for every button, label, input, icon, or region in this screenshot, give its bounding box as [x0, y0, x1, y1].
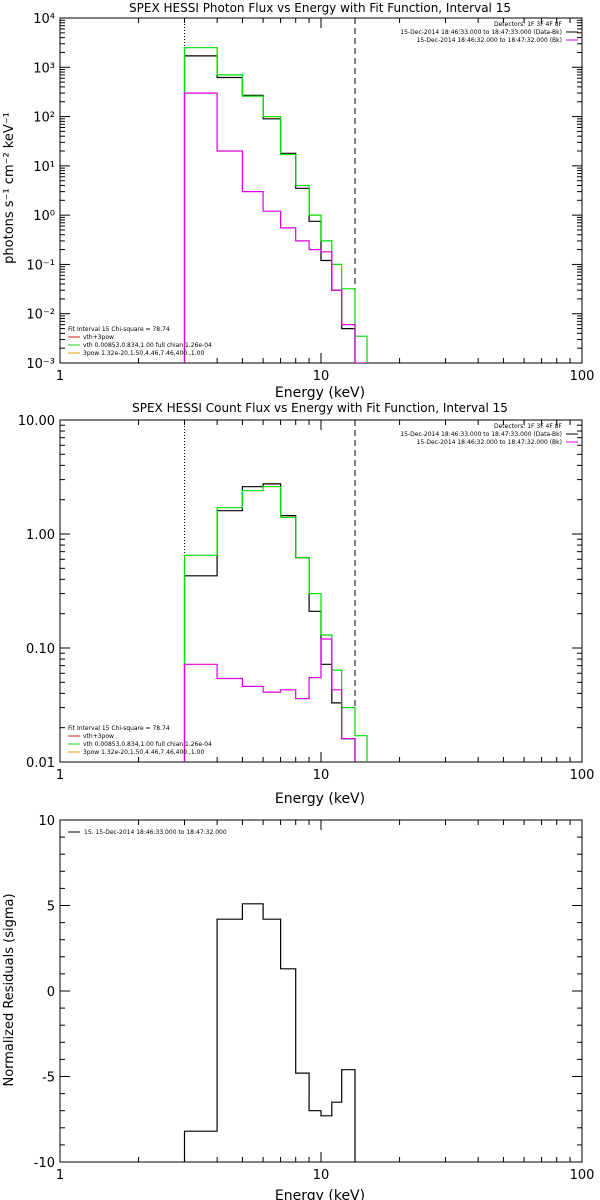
legend-left-entry: 3pow 1.32e-20,1.50,4.46,7.46,400.,1.00 [83, 749, 204, 756]
y-tick-label: 0.01 [26, 756, 55, 771]
legend-right-entry: Detectors: 1F 3F 4F 8F [494, 423, 563, 430]
y-axis-label: photons s⁻¹ cm⁻² keV⁻¹ [2, 112, 17, 264]
legend-left-entry: vth+3pow [83, 733, 114, 740]
legend-left-entry: Fit Interval 15 Chi-square = 78.74 [68, 326, 170, 333]
legend-right-entry: 15-Dec-2014 18:46:32.000 to 18:47:32.000… [417, 37, 562, 44]
x-tick-label: 100 [570, 1168, 595, 1183]
legend-top-entry: 15. 15-Dec-2014 18:46:33.000 to 18:47:32… [84, 829, 227, 836]
legend-left-entry: Fit Interval 15 Chi-square = 78.74 [68, 725, 170, 732]
legend-left-entry: vth 0.00853,0.834,1.00 full chian 1.26e-… [83, 342, 212, 349]
series-2-step-line [183, 638, 356, 762]
y-tick-label: 10³ [33, 61, 55, 76]
legend-left-entry: 3pow 1.32e-20,1.50,4.46,7.46,400.,1.00 [83, 350, 204, 357]
x-tick-label: 10 [313, 1168, 330, 1183]
y-tick-label: -10 [34, 1156, 55, 1171]
series-1-step-line [183, 486, 368, 762]
y-tick-label: 1.00 [26, 528, 55, 543]
y-tick-label: 10.00 [18, 414, 55, 429]
y-axis-label: Normalized Residuals (sigma) [2, 893, 17, 1086]
series-2-step-line [183, 92, 368, 363]
y-tick-label: 10¹ [33, 160, 55, 175]
x-tick-label: 10 [313, 768, 330, 783]
series-0-step-line [183, 903, 356, 1162]
x-tick-label: 1 [56, 369, 64, 384]
legend-right-entry: 15-Dec-2014 18:46:33.000 to 18:47:33.000… [400, 29, 562, 36]
y-tick-label: 10⁰ [33, 209, 55, 224]
x-axis-label: Energy (keV) [275, 1188, 365, 1200]
panel-title: SPEX HESSI Photon Flux vs Energy with Fi… [129, 1, 511, 15]
x-tick-label: 100 [570, 369, 595, 384]
legend-left-entry: vth+3pow [83, 334, 114, 341]
y-tick-label: 0 [47, 985, 55, 1000]
legend-right-entry: 15-Dec-2014 18:46:33.000 to 18:47:33.000… [400, 431, 562, 438]
x-tick-label: 1 [56, 768, 64, 783]
x-axis-label: Energy (keV) [275, 385, 365, 401]
legend-right-entry: Detectors: 1F 3F 4F 8F [494, 21, 563, 28]
y-tick-label: 10² [33, 111, 55, 126]
y-tick-label: -5 [42, 1071, 55, 1086]
y-tick-label: 10⁻¹ [26, 258, 55, 273]
photon-flux-panel: SPEX HESSI Photon Flux vs Energy with Fi… [2, 1, 595, 401]
y-tick-label: 10⁴ [33, 12, 55, 27]
count-flux-panel: SPEX HESSI Count Flux vs Energy with Fit… [18, 401, 595, 807]
x-axis-label: Energy (keV) [275, 791, 365, 807]
x-tick-label: 100 [570, 768, 595, 783]
panel-title: SPEX HESSI Count Flux vs Energy with Fit… [132, 401, 508, 415]
x-tick-label: 1 [56, 1168, 64, 1183]
legend-right-entry: 15-Dec-2014 18:46:32.000 to 18:47:32.000… [417, 439, 562, 446]
y-tick-label: 0.10 [26, 642, 55, 657]
y-tick-label: 10⁻³ [26, 357, 55, 372]
residuals-panel: Energy (keV) Normalized Residuals (sigma… [2, 814, 594, 1200]
y-tick-label: 5 [47, 900, 55, 915]
legend-left-entry: vth 0.00853,0.834,1.00 full chian 1.26e-… [83, 741, 212, 748]
y-tick-label: 10⁻² [26, 308, 55, 323]
y-tick-label: 10 [38, 814, 55, 829]
x-tick-label: 10 [313, 369, 330, 384]
